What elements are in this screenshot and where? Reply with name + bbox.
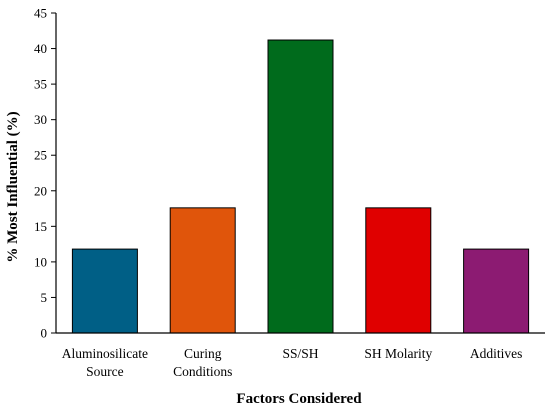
x-tick-label: Aluminosilicate bbox=[62, 346, 148, 361]
y-tick-label: 10 bbox=[34, 254, 47, 269]
y-tick-label: 45 bbox=[34, 6, 47, 21]
bar bbox=[267, 39, 334, 334]
y-tick-label: 25 bbox=[34, 148, 47, 163]
x-axis-title: Factors Considered bbox=[236, 391, 362, 407]
y-tick-label: 15 bbox=[34, 219, 47, 234]
y-axis-title: % Most Influential (%) bbox=[5, 111, 21, 262]
bar bbox=[71, 248, 138, 334]
plot-area: 0 5 10 15 20 25 30 35 40 45 Aluminosilicate Source C… bbox=[34, 6, 545, 379]
x-tick-label: Additives bbox=[470, 346, 523, 361]
x-tick-label: SH Molarity bbox=[364, 346, 432, 361]
bar bbox=[365, 207, 432, 334]
y-tick-label: 0 bbox=[41, 326, 48, 341]
y-tick-label: 35 bbox=[34, 77, 47, 92]
x-tick-label: Conditions bbox=[173, 364, 232, 379]
bar bbox=[463, 248, 530, 334]
y-tick-label: 40 bbox=[34, 41, 47, 56]
x-tick-label: SS/SH bbox=[282, 346, 318, 361]
x-tick-label: Source bbox=[86, 364, 124, 379]
y-tick-label: 20 bbox=[34, 183, 47, 198]
bar bbox=[169, 207, 236, 334]
y-tick-label: 5 bbox=[41, 290, 48, 305]
y-tick-label: 30 bbox=[34, 112, 47, 127]
x-tick-label: Curing bbox=[184, 346, 222, 361]
